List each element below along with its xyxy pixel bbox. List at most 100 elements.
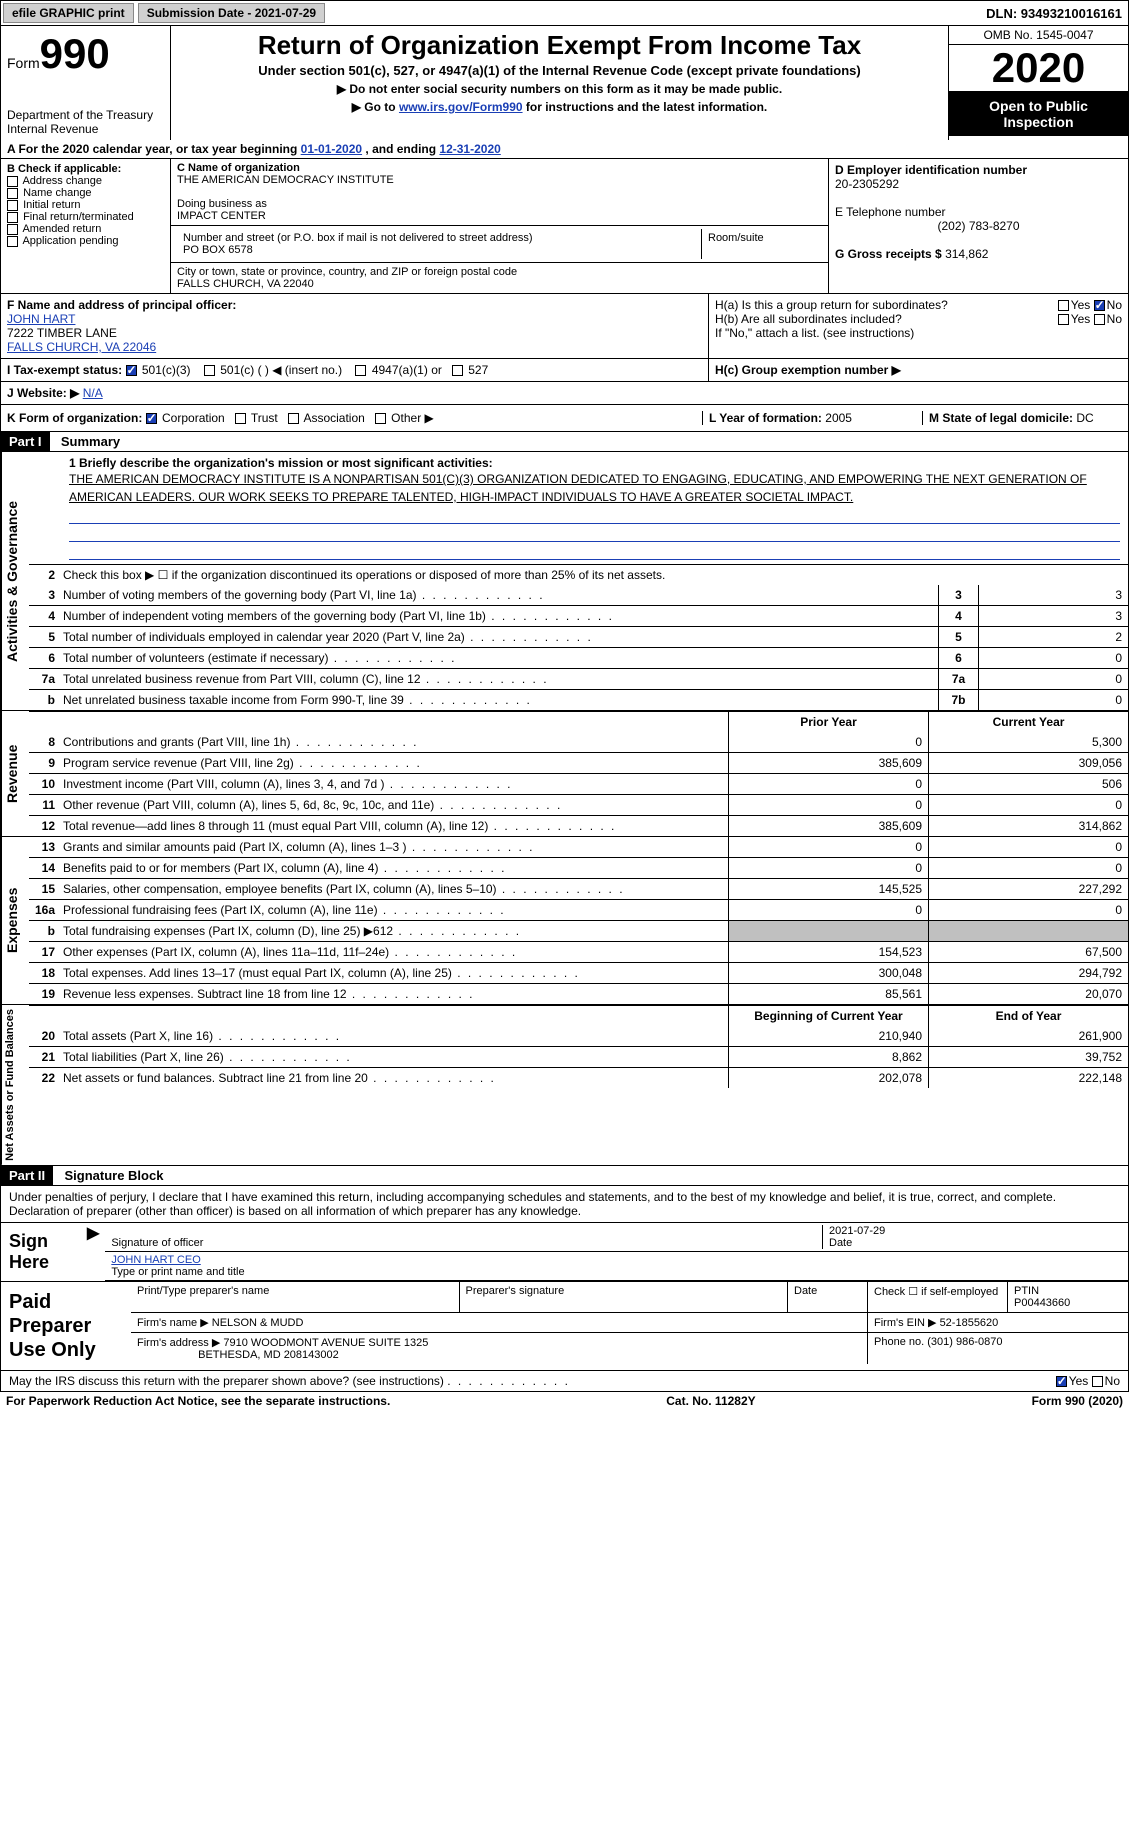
officer-label: F Name and address of principal officer: — [7, 298, 702, 312]
hdr-end-year: End of Year — [928, 1006, 1128, 1026]
website-label: J Website: ▶ — [7, 386, 79, 400]
prep-sig-hdr: Preparer's signature — [460, 1282, 789, 1312]
tax-year-begin-link[interactable]: 01-01-2020 — [301, 142, 362, 156]
opt-application-pending: Application pending — [22, 235, 118, 247]
year-formation-value: 2005 — [825, 411, 852, 425]
expenses-section: Expenses 13Grants and similar amounts pa… — [0, 837, 1129, 1005]
table-row: 11Other revenue (Part VIII, column (A), … — [29, 794, 1128, 815]
checkbox-4947[interactable] — [355, 365, 366, 376]
table-row: 13Grants and similar amounts paid (Part … — [29, 837, 1128, 857]
form990-link[interactable]: www.irs.gov/Form990 — [399, 100, 523, 114]
part-2-bar: Part II Signature Block — [0, 1166, 1129, 1186]
opt-other: Other ▶ — [391, 411, 434, 425]
line-a: A For the 2020 calendar year, or tax yea… — [0, 140, 1129, 159]
form-header: Form990 Department of the Treasury Inter… — [0, 26, 1129, 140]
checkbox-trust[interactable] — [235, 413, 246, 424]
discuss-text: May the IRS discuss this return with the… — [9, 1374, 444, 1388]
table-row: 18Total expenses. Add lines 13–17 (must … — [29, 962, 1128, 983]
table-row: 16aProfessional fundraising fees (Part I… — [29, 899, 1128, 920]
box-m: M State of legal domicile: DC — [922, 411, 1122, 425]
table-row: 22Net assets or fund balances. Subtract … — [29, 1067, 1128, 1088]
checkbox-name-change[interactable] — [7, 188, 18, 199]
dln-text: DLN: 93493210016161 — [986, 6, 1128, 21]
part-2-label: Part II — [1, 1166, 53, 1185]
dba-label: Doing business as — [177, 198, 822, 210]
checkbox-corporation[interactable] — [146, 413, 157, 424]
dba-name: IMPACT CENTER — [177, 210, 822, 222]
side-activities-governance: Activities & Governance — [1, 452, 29, 710]
firm-name-label: Firm's name ▶ — [137, 1317, 209, 1329]
checkbox-hb-no[interactable] — [1094, 314, 1105, 325]
checkbox-other[interactable] — [375, 413, 386, 424]
blank-line-2 — [69, 528, 1120, 542]
opt-501c: 501(c) ( ) ◀ (insert no.) — [220, 363, 342, 377]
officer-addr2-link[interactable]: FALLS CHURCH, VA 22046 — [7, 340, 156, 354]
checkbox-application-pending[interactable] — [7, 236, 18, 247]
blank-line-3 — [69, 546, 1120, 560]
hdr-current-year: Current Year — [928, 712, 1128, 732]
side-expenses: Expenses — [1, 837, 29, 1004]
tax-year: 2020 — [949, 45, 1128, 92]
officer-name-link[interactable]: JOHN HART — [7, 312, 75, 326]
box-k: K Form of organization: Corporation Trus… — [7, 411, 702, 425]
year-formation-label: L Year of formation: — [709, 411, 822, 425]
mission-label: 1 Briefly describe the organization's mi… — [69, 456, 1120, 470]
submission-date-button[interactable]: Submission Date - 2021-07-29 — [138, 3, 325, 23]
checkbox-501c[interactable] — [204, 365, 215, 376]
firm-ein-label: Firm's EIN ▶ — [874, 1317, 937, 1329]
box-h: H(a) Is this a group return for subordin… — [708, 294, 1128, 358]
checkbox-initial-return[interactable] — [7, 200, 18, 211]
table-row: 9Program service revenue (Part VIII, lin… — [29, 752, 1128, 773]
checkbox-final-return[interactable] — [7, 212, 18, 223]
org-form-block: K Form of organization: Corporation Trus… — [0, 405, 1129, 432]
checkbox-ha-no[interactable] — [1094, 300, 1105, 311]
officer-group-block: F Name and address of principal officer:… — [0, 294, 1129, 359]
checkbox-hb-yes[interactable] — [1058, 314, 1069, 325]
footer-right-post: (2020) — [1085, 1394, 1123, 1408]
part-1-label: Part I — [1, 432, 50, 451]
checkbox-discuss-yes[interactable] — [1056, 1376, 1067, 1387]
tax-status-label: I Tax-exempt status: — [7, 363, 122, 377]
officer-addr1: 7222 TIMBER LANE — [7, 326, 702, 340]
box-i: I Tax-exempt status: 501(c)(3) 501(c) ( … — [1, 359, 708, 382]
box-hc: H(c) Group exemption number ▶ — [708, 359, 1128, 382]
table-row: 5Total number of individuals employed in… — [29, 626, 1128, 647]
table-row: 3Number of voting members of the governi… — [29, 585, 1128, 605]
hdr-beginning-year: Beginning of Current Year — [728, 1006, 928, 1026]
line-a-pre: A For the 2020 calendar year, or tax yea… — [7, 142, 301, 156]
box-d-e-g: D Employer identification number 20-2305… — [828, 159, 1128, 293]
sig-date-label: Date — [829, 1237, 852, 1249]
table-row: 19Revenue less expenses. Subtract line 1… — [29, 983, 1128, 1004]
top-bar: efile GRAPHIC print Submission Date - 20… — [0, 0, 1129, 26]
table-row: 7aTotal unrelated business revenue from … — [29, 668, 1128, 689]
city-state-zip: FALLS CHURCH, VA 22040 — [177, 278, 822, 290]
form-number: 990 — [40, 30, 110, 77]
box-b: B Check if applicable: Address change Na… — [1, 159, 171, 293]
gross-receipts-value: 314,862 — [945, 247, 988, 261]
checkbox-address-change[interactable] — [7, 176, 18, 187]
h-note: If "No," attach a list. (see instruction… — [715, 326, 1122, 340]
opt-corporation: Corporation — [162, 411, 225, 425]
website-link[interactable]: N/A — [83, 386, 103, 400]
checkbox-ha-yes[interactable] — [1058, 300, 1069, 311]
form-subtitle: Under section 501(c), 527, or 4947(a)(1)… — [177, 63, 942, 78]
officer-name-title-link[interactable]: JOHN HART CEO — [111, 1254, 200, 1266]
checkbox-527[interactable] — [452, 365, 463, 376]
box-c: C Name of organization THE AMERICAN DEMO… — [171, 159, 828, 293]
checkbox-501c3[interactable] — [126, 365, 137, 376]
net-assets-section: Net Assets or Fund Balances Beginning of… — [0, 1005, 1129, 1166]
part-1-bar: Part I Summary — [0, 432, 1129, 452]
firm-addr: 7910 WOODMONT AVENUE SUITE 1325 — [223, 1337, 428, 1349]
table-row: 20Total assets (Part X, line 16)210,9402… — [29, 1026, 1128, 1046]
table-row: 17Other expenses (Part IX, column (A), l… — [29, 941, 1128, 962]
blank-line-1 — [69, 510, 1120, 524]
efile-button[interactable]: efile GRAPHIC print — [3, 3, 134, 23]
mission-text-link[interactable]: THE AMERICAN DEMOCRACY INSTITUTE IS A NO… — [69, 472, 1087, 504]
checkbox-association[interactable] — [288, 413, 299, 424]
open-to-public: Open to Public Inspection — [949, 92, 1128, 136]
firm-addr-label: Firm's address ▶ — [137, 1337, 220, 1349]
discuss-row: May the IRS discuss this return with the… — [0, 1371, 1129, 1392]
checkbox-amended-return[interactable] — [7, 224, 18, 235]
tax-year-end-link[interactable]: 12-31-2020 — [439, 142, 500, 156]
checkbox-discuss-no[interactable] — [1092, 1376, 1103, 1387]
